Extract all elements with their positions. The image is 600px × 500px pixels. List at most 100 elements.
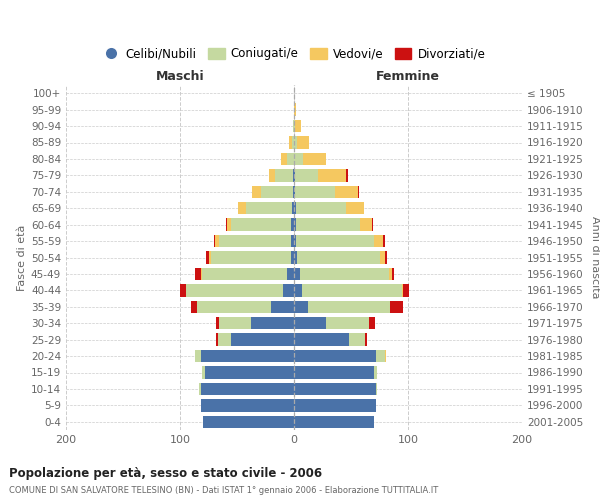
Bar: [219, 317, 251, 330]
Bar: [199, 383, 200, 395]
Bar: [376, 350, 385, 362]
Bar: [209, 252, 211, 264]
Bar: [275, 169, 293, 181]
Bar: [200, 350, 294, 362]
Bar: [203, 416, 294, 428]
Bar: [298, 136, 309, 148]
Bar: [295, 186, 335, 198]
Text: COMUNE DI SAN SALVATORE TELESINO (BN) - Dati ISTAT 1° gennaio 2006 - Elaborazion: COMUNE DI SAN SALVATORE TELESINO (BN) - …: [9, 486, 438, 495]
Bar: [365, 334, 367, 346]
Text: Femmine: Femmine: [376, 70, 440, 84]
Bar: [215, 235, 219, 247]
Bar: [294, 202, 296, 214]
Bar: [302, 284, 403, 296]
Bar: [214, 235, 215, 247]
Bar: [296, 218, 360, 231]
Bar: [195, 268, 200, 280]
Bar: [298, 252, 380, 264]
Bar: [205, 366, 294, 378]
Bar: [261, 186, 293, 198]
Bar: [389, 268, 392, 280]
Bar: [290, 235, 294, 247]
Bar: [206, 252, 209, 264]
Text: Maschi: Maschi: [155, 70, 205, 84]
Bar: [294, 153, 303, 165]
Bar: [349, 334, 365, 346]
Bar: [287, 268, 294, 280]
Bar: [403, 284, 409, 296]
Bar: [246, 202, 292, 214]
Bar: [287, 153, 294, 165]
Bar: [346, 202, 364, 214]
Bar: [294, 120, 295, 132]
Bar: [294, 252, 298, 264]
Bar: [252, 186, 261, 198]
Bar: [290, 218, 294, 231]
Bar: [369, 317, 375, 330]
Bar: [374, 366, 377, 378]
Bar: [226, 218, 227, 231]
Bar: [385, 350, 386, 362]
Bar: [296, 202, 346, 214]
Bar: [294, 169, 295, 181]
Bar: [217, 334, 218, 346]
Bar: [308, 300, 390, 313]
Bar: [180, 284, 186, 296]
Bar: [290, 252, 294, 264]
Bar: [358, 186, 359, 198]
Bar: [238, 202, 246, 214]
Bar: [376, 383, 377, 395]
Bar: [296, 235, 374, 247]
Bar: [195, 350, 200, 362]
Bar: [360, 218, 371, 231]
Bar: [200, 383, 294, 395]
Bar: [385, 252, 388, 264]
Bar: [292, 136, 294, 148]
Bar: [200, 399, 294, 411]
Bar: [283, 284, 294, 296]
Bar: [218, 334, 232, 346]
Bar: [271, 300, 294, 313]
Bar: [294, 383, 376, 395]
Bar: [294, 300, 308, 313]
Bar: [197, 300, 271, 313]
Bar: [295, 169, 318, 181]
Bar: [294, 268, 300, 280]
Bar: [318, 169, 346, 181]
Bar: [227, 218, 232, 231]
Bar: [294, 334, 349, 346]
Bar: [392, 268, 394, 280]
Bar: [293, 169, 294, 181]
Bar: [374, 235, 383, 247]
Bar: [371, 218, 373, 231]
Bar: [294, 235, 296, 247]
Bar: [269, 169, 275, 181]
Bar: [326, 317, 369, 330]
Bar: [294, 136, 298, 148]
Bar: [202, 366, 205, 378]
Bar: [294, 218, 296, 231]
Bar: [292, 202, 294, 214]
Bar: [335, 186, 358, 198]
Bar: [232, 334, 294, 346]
Text: Popolazione per età, sesso e stato civile - 2006: Popolazione per età, sesso e stato civil…: [9, 468, 322, 480]
Y-axis label: Fasce di età: Fasce di età: [17, 224, 27, 290]
Bar: [293, 186, 294, 198]
Bar: [294, 416, 374, 428]
Y-axis label: Anni di nascita: Anni di nascita: [590, 216, 600, 298]
Bar: [303, 153, 326, 165]
Legend: Celibi/Nubili, Coniugati/e, Vedovi/e, Divorziati/e: Celibi/Nubili, Coniugati/e, Vedovi/e, Di…: [98, 42, 490, 65]
Bar: [380, 252, 385, 264]
Bar: [186, 284, 283, 296]
Bar: [191, 300, 197, 313]
Bar: [294, 350, 376, 362]
Bar: [294, 284, 302, 296]
Bar: [202, 268, 287, 280]
Bar: [294, 399, 376, 411]
Bar: [390, 300, 403, 313]
Bar: [294, 366, 374, 378]
Bar: [294, 186, 295, 198]
Bar: [232, 218, 290, 231]
Bar: [300, 268, 389, 280]
Bar: [294, 317, 326, 330]
